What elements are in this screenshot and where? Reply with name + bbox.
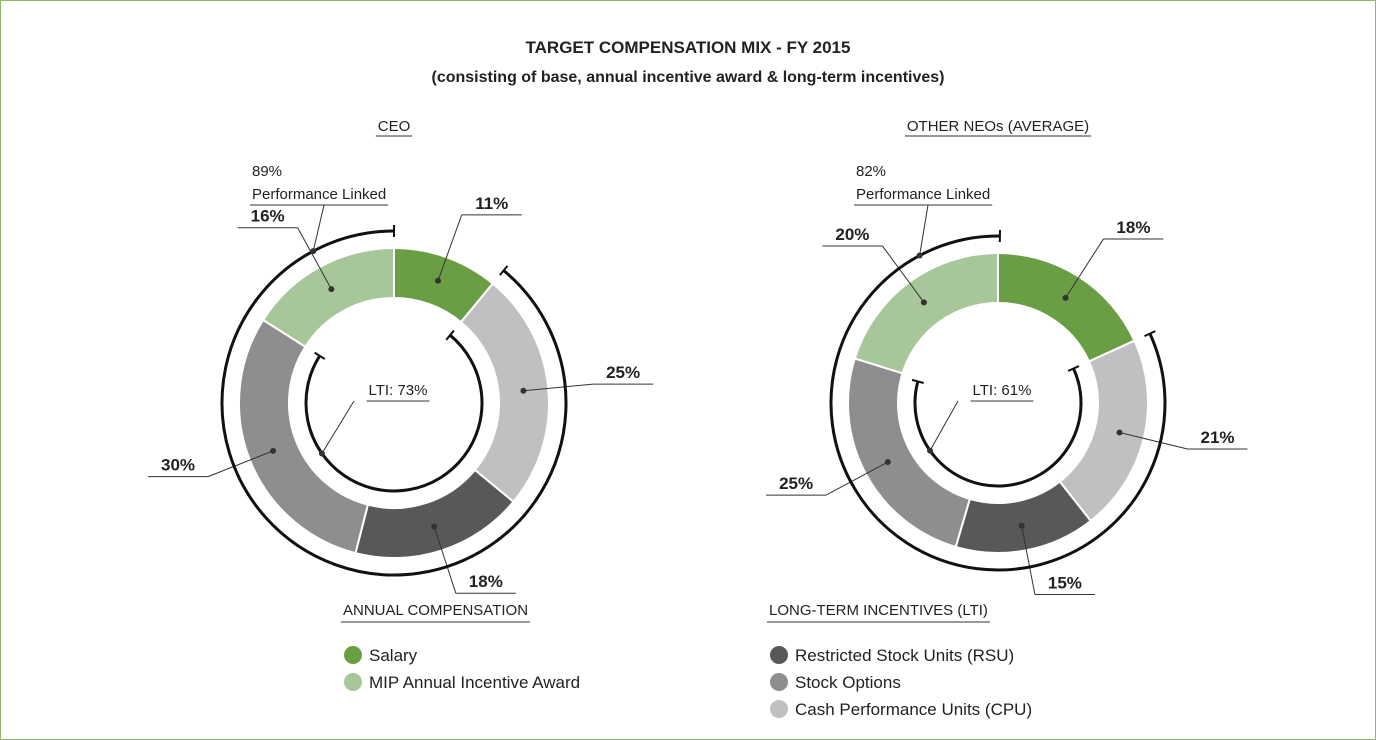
legend-label: MIP Annual Incentive Award: [369, 673, 580, 692]
leader-dot: [927, 447, 934, 454]
legend-swatch: [770, 700, 788, 718]
annotation: LTI: 73%: [369, 382, 428, 399]
donut-segment: [261, 246, 395, 349]
legend-swatch: [770, 673, 788, 691]
donut-segment: [238, 318, 370, 555]
leader-line: [881, 245, 925, 303]
legend-swatch: [344, 646, 362, 664]
data-label: 18%: [469, 572, 503, 591]
leader-dot: [270, 447, 277, 454]
legend-swatch: [344, 673, 362, 691]
chart-title: TARGET COMPENSATION MIX - FY 2015: [526, 38, 851, 57]
leader-line: [929, 400, 959, 451]
leader-line: [297, 227, 332, 290]
lti-arc: [304, 334, 484, 493]
legend-swatch: [770, 646, 788, 664]
data-label: 15%: [1048, 573, 1082, 592]
lti-arc: [913, 367, 1083, 488]
leader-dot: [310, 248, 317, 255]
performance-arc: [829, 234, 1167, 572]
leader-line: [1119, 431, 1188, 450]
data-label: 16%: [251, 207, 285, 226]
chart-subtitle: (consisting of base, annual incentive aw…: [432, 69, 945, 86]
data-label: 11%: [475, 194, 508, 213]
leader-dot: [1062, 294, 1069, 301]
legend-label: Restricted Stock Units (RSU): [795, 646, 1014, 665]
leader-line: [825, 461, 889, 496]
leader-dot: [318, 450, 325, 457]
performance-arc: [220, 229, 568, 577]
annotation: 82%: [856, 163, 886, 180]
donut-title: OTHER NEOs (AVERAGE): [907, 118, 1089, 135]
annotation: 89%: [252, 163, 282, 180]
bracket-tick: [314, 351, 326, 360]
data-label: 25%: [779, 474, 813, 493]
leader-dot: [520, 387, 527, 394]
data-label: 25%: [606, 363, 640, 382]
bracket-tick: [1144, 330, 1156, 338]
leader-dot: [1116, 429, 1123, 436]
donut-title: CEO: [378, 118, 411, 135]
leader-line: [312, 204, 325, 252]
data-label: 30%: [161, 456, 195, 475]
legend-label: Cash Performance Units (CPU): [795, 700, 1032, 719]
bracket-tick: [911, 378, 924, 384]
leader-dot: [920, 299, 927, 306]
data-label: 21%: [1200, 428, 1234, 447]
leader-line: [433, 526, 457, 594]
leader-line: [523, 383, 594, 392]
bracket-tick: [499, 265, 509, 276]
legend-title: LONG-TERM INCENTIVES (LTI): [769, 602, 988, 619]
bracket-tick: [1067, 365, 1080, 372]
annotation: LTI: 61%: [973, 382, 1032, 399]
legend-title: ANNUAL COMPENSATION: [343, 602, 528, 619]
annotation: Performance Linked: [856, 186, 990, 203]
annotation: Performance Linked: [252, 186, 386, 203]
data-label: 20%: [835, 225, 869, 244]
leader-line: [437, 214, 463, 281]
bracket-tick: [445, 329, 455, 341]
leader-dot: [1018, 522, 1025, 529]
leader-dot: [884, 459, 891, 466]
leader-line: [1021, 525, 1036, 595]
leader-line: [919, 204, 929, 256]
legend-label: Salary: [369, 646, 418, 665]
legend-label: Stock Options: [795, 673, 901, 692]
data-label: 18%: [1116, 218, 1150, 237]
leader-line: [321, 400, 355, 454]
leader-line: [207, 450, 274, 478]
leader-dot: [435, 277, 442, 284]
leader-dot: [328, 286, 335, 293]
leader-dot: [916, 252, 923, 259]
donut-segment: [853, 251, 999, 375]
leader-line: [1065, 238, 1104, 299]
leader-dot: [431, 523, 438, 530]
